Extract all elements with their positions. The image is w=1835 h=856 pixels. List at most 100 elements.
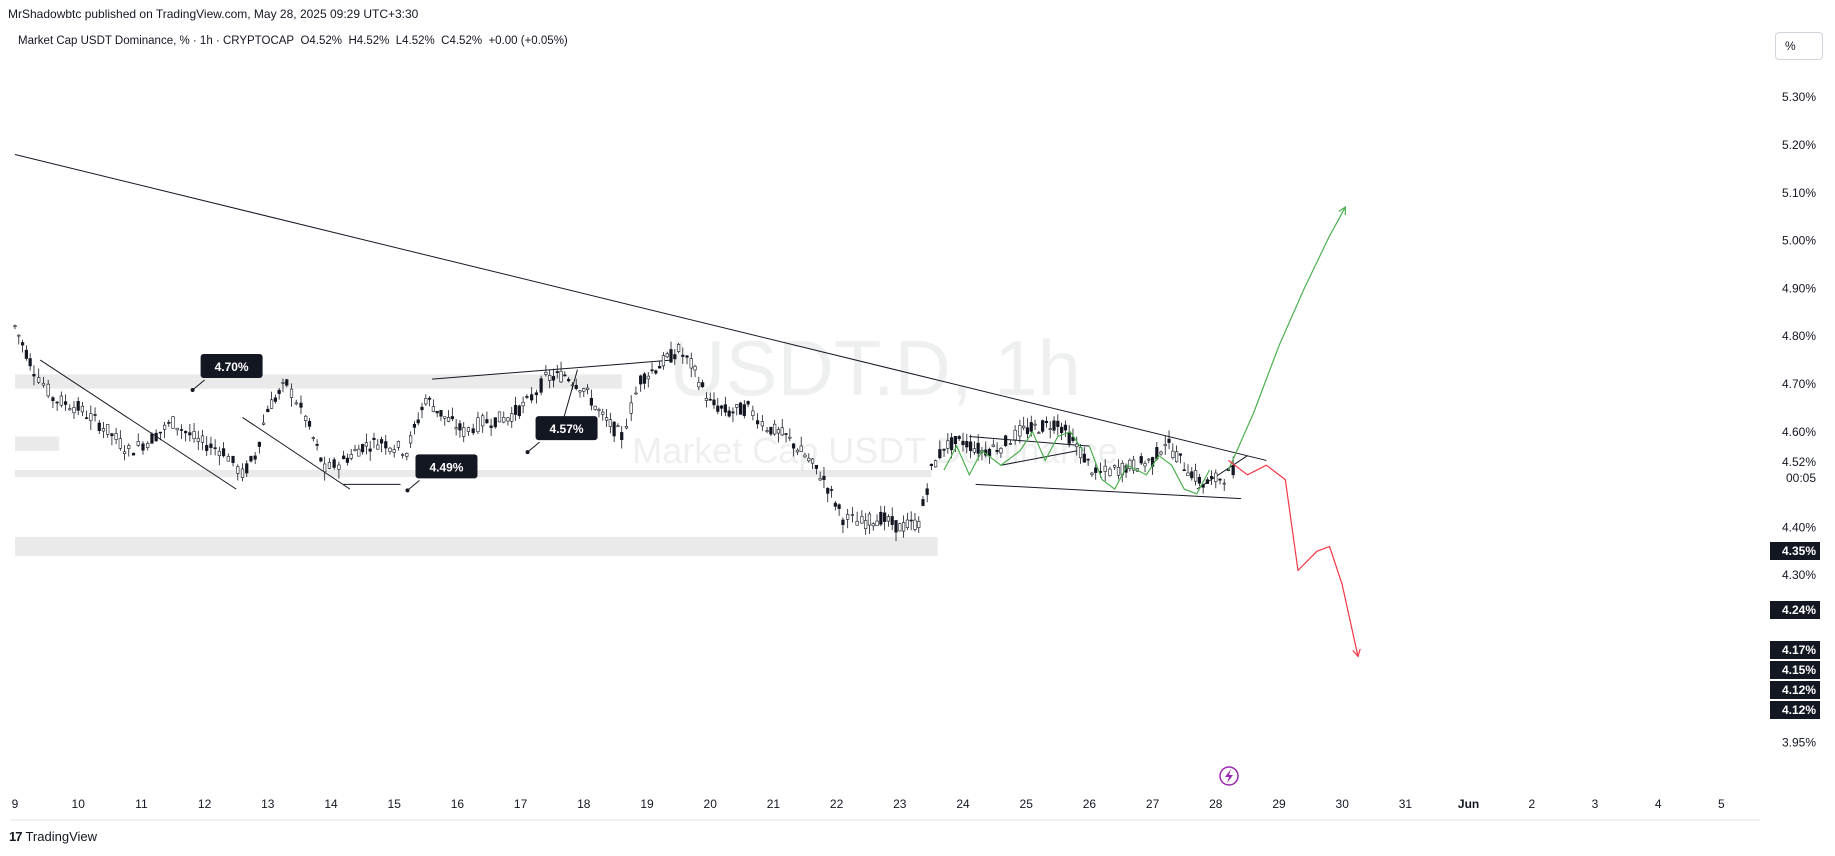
legend-high: H4.52% <box>348 35 390 47</box>
candle-body <box>525 396 529 398</box>
candle-body <box>439 410 443 417</box>
candle-body <box>285 379 289 386</box>
projection-arrowhead <box>1338 206 1346 216</box>
price-candles <box>13 324 1235 542</box>
candle-body <box>833 502 837 507</box>
candle-body <box>597 409 601 411</box>
current-price-label: 4.52% <box>1782 455 1816 469</box>
candle-body <box>462 427 466 437</box>
candle-body <box>1167 438 1171 443</box>
candle-body <box>716 405 720 412</box>
y-tick-label: 4.30% <box>1782 568 1816 582</box>
candle-body <box>392 449 396 453</box>
price-badge <box>1770 641 1820 659</box>
candle-body <box>795 449 800 453</box>
y-tick-label: 5.10% <box>1782 186 1816 200</box>
candle-body <box>513 404 518 415</box>
candle-body <box>850 514 854 516</box>
candle-body <box>913 519 917 530</box>
x-tick-label: 30 <box>1336 797 1350 811</box>
candle-body <box>46 383 50 397</box>
candle-body <box>723 404 727 413</box>
candle-body <box>620 432 624 441</box>
candle-body <box>388 447 392 452</box>
candle-body <box>925 488 929 495</box>
candle-body <box>188 432 192 436</box>
candle-body <box>289 388 294 398</box>
tradingview-logo[interactable]: 17 TradingView <box>9 829 97 844</box>
candle-body <box>673 354 677 360</box>
candle-body <box>894 520 898 533</box>
candle-body <box>327 462 332 469</box>
candle-body <box>999 448 1003 454</box>
candle-body <box>548 375 552 381</box>
candle-body <box>634 392 638 395</box>
candle-body <box>534 392 538 396</box>
candle-body <box>755 420 760 425</box>
price-badge-text: 4.35% <box>1782 544 1816 558</box>
candle-body <box>257 441 261 447</box>
price-label-text: 4.70% <box>215 360 249 374</box>
candle-body <box>567 378 571 382</box>
candle-body <box>1033 423 1037 426</box>
candle-body <box>864 520 868 530</box>
candle-body <box>175 427 179 431</box>
candle-body <box>101 428 106 432</box>
candle-body <box>890 516 894 525</box>
candle-body <box>604 417 609 421</box>
candle-body <box>612 421 616 437</box>
candle-body <box>995 450 999 452</box>
lightning-event-icon[interactable] <box>1219 766 1239 786</box>
candle-body <box>879 511 883 525</box>
candle-body <box>624 426 629 429</box>
candle-body <box>589 398 593 406</box>
candle-body <box>217 450 221 457</box>
candle-body <box>1132 459 1136 471</box>
candle-body <box>20 342 25 346</box>
candle-body <box>357 448 361 457</box>
x-tick-label: 10 <box>72 797 86 811</box>
price-scale-unit-button[interactable]: % <box>1775 32 1823 60</box>
candle-body <box>1067 432 1071 444</box>
candle-body <box>41 382 46 386</box>
candle-body <box>114 433 118 440</box>
x-tick-label: 3 <box>1592 797 1599 811</box>
candle-body <box>665 353 669 358</box>
candle-body <box>826 487 830 494</box>
candle-body <box>972 448 976 453</box>
candle-body <box>396 441 401 448</box>
candle-body <box>1059 426 1064 433</box>
candle-body <box>93 414 97 416</box>
projection-line <box>1228 459 1359 657</box>
candle-body <box>642 373 647 384</box>
candle-body <box>1193 470 1198 482</box>
candle-body <box>409 435 413 444</box>
candle-body <box>122 451 127 455</box>
candle-body <box>245 463 249 474</box>
candle-body <box>810 458 815 464</box>
candle-body <box>1008 443 1012 445</box>
candle-body <box>1175 451 1179 463</box>
candle-body <box>231 455 235 463</box>
candle-body <box>131 452 136 456</box>
candle-body <box>420 406 424 411</box>
candle-body <box>1018 425 1022 437</box>
candle-body <box>629 402 633 414</box>
candle-body <box>593 405 597 410</box>
candle-body <box>1022 425 1026 429</box>
zone-band <box>15 374 622 389</box>
candle-body <box>192 431 196 440</box>
y-tick-label: 4.40% <box>1782 520 1816 534</box>
candle-body <box>379 439 384 444</box>
price-badge-text: 4.15% <box>1782 663 1816 677</box>
candle-body <box>209 443 213 448</box>
candle-body <box>353 449 357 451</box>
watermark-symbol: USDT.D, 1h <box>669 324 1081 412</box>
candle-body <box>693 366 697 371</box>
candle-body <box>1113 465 1117 468</box>
x-tick-label: 13 <box>261 797 275 811</box>
candle-body <box>735 404 739 408</box>
candle-body <box>1218 478 1222 481</box>
price-label-box <box>415 454 478 479</box>
